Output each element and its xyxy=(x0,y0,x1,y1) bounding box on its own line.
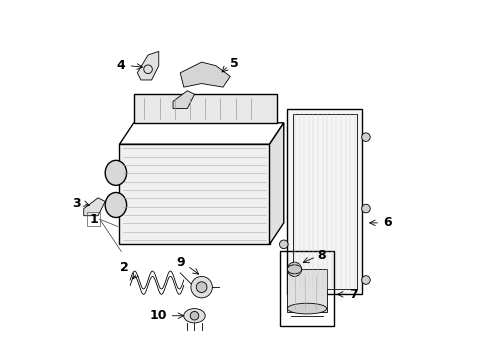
Circle shape xyxy=(190,311,198,320)
Text: 4: 4 xyxy=(117,59,125,72)
Text: 10: 10 xyxy=(150,309,167,322)
Circle shape xyxy=(361,133,369,141)
Ellipse shape xyxy=(183,309,205,323)
Circle shape xyxy=(287,262,301,276)
Text: 7: 7 xyxy=(348,288,357,301)
Text: 1: 1 xyxy=(89,213,98,226)
Polygon shape xyxy=(173,91,194,109)
Ellipse shape xyxy=(105,193,126,217)
Bar xyxy=(292,114,356,289)
Bar xyxy=(287,269,326,312)
Circle shape xyxy=(361,204,369,213)
Text: 9: 9 xyxy=(176,256,184,269)
Circle shape xyxy=(279,240,287,249)
Text: 5: 5 xyxy=(230,57,238,71)
Ellipse shape xyxy=(287,265,301,274)
Text: 2: 2 xyxy=(120,261,129,274)
Polygon shape xyxy=(119,144,269,244)
Circle shape xyxy=(196,282,206,293)
Circle shape xyxy=(190,276,212,298)
Polygon shape xyxy=(134,94,276,123)
Text: 6: 6 xyxy=(382,216,391,229)
Polygon shape xyxy=(83,198,105,216)
Polygon shape xyxy=(137,51,159,80)
Ellipse shape xyxy=(105,160,126,185)
Bar xyxy=(287,109,362,294)
Polygon shape xyxy=(269,123,283,244)
Polygon shape xyxy=(180,62,230,87)
Bar xyxy=(280,251,333,327)
Text: 8: 8 xyxy=(316,248,325,261)
Text: 3: 3 xyxy=(72,197,81,210)
Bar xyxy=(87,212,100,226)
Ellipse shape xyxy=(287,303,326,314)
Circle shape xyxy=(361,276,369,284)
